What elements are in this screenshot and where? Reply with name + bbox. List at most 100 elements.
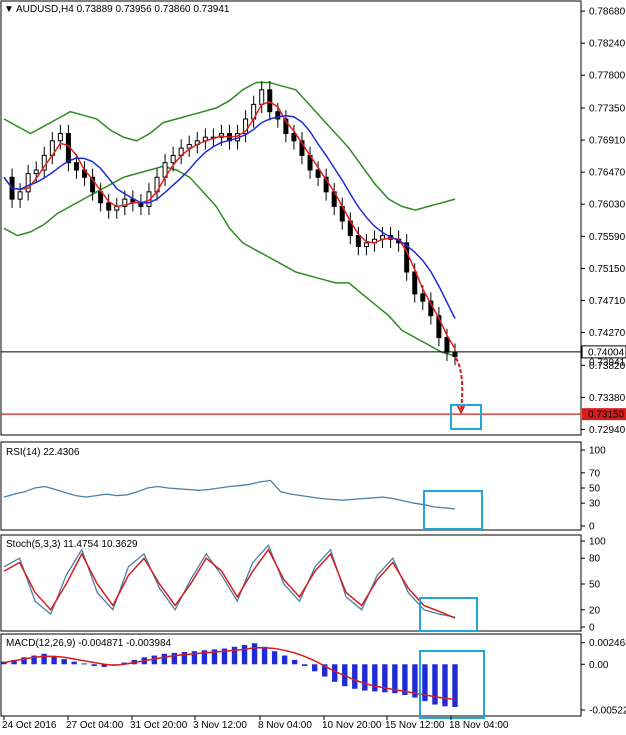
candle-body <box>25 173 31 193</box>
macd-bar <box>311 664 318 672</box>
macd-bar <box>61 659 67 665</box>
macd-chart: 0.002463 0.00 -0.005221 <box>1 638 626 719</box>
candle-body <box>170 154 176 164</box>
candle-body <box>243 118 249 135</box>
macd-bar <box>412 664 418 698</box>
support-price-label: 0.73150 <box>588 410 625 421</box>
x-tick-label: 3 Nov 12:00 <box>193 720 247 731</box>
x-tick-label: 27 Oct 04:00 <box>66 720 124 731</box>
stoch-tick-label: 50 <box>589 580 601 591</box>
macd-highlight-box <box>419 650 485 719</box>
stoch-tick-label: 0 <box>589 623 595 634</box>
macd-bar <box>231 646 238 665</box>
macd-bar <box>51 656 57 665</box>
x-tick-label: 31 Oct 20:00 <box>130 720 188 731</box>
macd-bar <box>41 653 47 665</box>
macd-bar <box>21 657 27 665</box>
macd-bar <box>71 661 77 665</box>
candle-body <box>323 176 329 193</box>
macd-tick-label: 0.002463 <box>589 638 626 649</box>
macd-bar <box>211 649 218 665</box>
macd-bar <box>392 664 398 694</box>
price-tick-label: 0.74270 <box>589 328 626 339</box>
macd-title: MACD(12,26,9) -0.004871 -0.003984 <box>6 638 172 649</box>
candle-body <box>283 118 289 135</box>
candle-body <box>452 351 458 358</box>
macd-bar <box>291 659 298 665</box>
ema-slow-line <box>3 115 456 319</box>
macd-bar <box>31 655 37 665</box>
candle-body <box>267 89 273 113</box>
collapse-triangle-icon[interactable]: ▼ <box>4 4 14 15</box>
candle-body <box>299 140 305 156</box>
macd-bar <box>191 651 198 665</box>
rsi-highlight-box <box>423 490 483 530</box>
x-tick-label: 8 Nov 04:00 <box>258 720 312 731</box>
candle-body <box>122 198 128 207</box>
candle-body <box>291 133 297 142</box>
stoch-tick-label: 100 <box>589 537 606 548</box>
macd-bar <box>281 655 288 665</box>
axes-labels: 24 Oct 2016 27 Oct 04:00 31 Oct 20:00 3 Nov… <box>2 716 509 731</box>
rsi-tick-label: 100 <box>589 446 606 457</box>
last-price-label: 0.73941 <box>589 357 626 368</box>
price-tick-label: 0.76910 <box>589 136 626 147</box>
price-tick-label: 0.74710 <box>589 296 626 307</box>
candle-body <box>259 89 265 105</box>
price-tick-label: 0.72940 <box>589 425 626 436</box>
price-tick-label: 0.78680 <box>589 7 626 18</box>
rsi-tick-label: 70 <box>589 468 601 479</box>
macd-bar <box>352 664 358 689</box>
candle-body <box>315 169 321 178</box>
price-tick-label: 0.76030 <box>589 200 626 211</box>
macd-signal-line <box>3 646 456 700</box>
macd-bar <box>101 664 107 667</box>
macd-bar <box>221 648 228 665</box>
macd-bar <box>151 655 158 665</box>
macd-bar <box>91 664 97 667</box>
arrow-down-icon <box>456 403 466 415</box>
macd-bar <box>81 663 87 665</box>
rsi-chart: 100 70 50 30 0 <box>3 446 606 533</box>
macd-bar <box>432 664 438 705</box>
macd-bar <box>161 653 168 665</box>
macd-bar <box>442 664 448 707</box>
candle-body <box>355 235 361 248</box>
price-highlight-box <box>450 404 482 430</box>
candle-body <box>436 315 442 339</box>
candle-body <box>275 111 281 120</box>
macd-bar <box>251 643 258 665</box>
price-tick-label: 0.75590 <box>589 232 626 243</box>
main-title: AUDUSD,H4 0.73889 0.73956 0.73860 0.7394… <box>16 4 230 15</box>
macd-tick-label: 0.00 <box>589 660 609 671</box>
price-chart: 0.78680 0.78240 0.77800 0.77350 0.76910 0.764… <box>1 7 626 436</box>
candle-body <box>33 169 39 175</box>
candle-body <box>420 293 426 302</box>
price-tick-label: 0.75150 <box>589 264 626 275</box>
macd-bar <box>241 645 248 665</box>
macd-panel <box>0 633 582 717</box>
macd-bar <box>121 662 127 665</box>
stoch-tick-label: 80 <box>589 554 601 565</box>
macd-bar <box>171 652 178 665</box>
macd-bar <box>271 651 278 665</box>
stoch-main-line <box>3 544 456 618</box>
stoch-highlight-box <box>419 597 478 632</box>
forecast-arrow-path <box>455 357 464 411</box>
macd-bar <box>422 664 428 702</box>
candle-body <box>363 242 369 248</box>
ema-fast-line <box>3 101 456 350</box>
macd-bar <box>322 664 328 677</box>
price-tick-label: 0.78240 <box>589 39 626 50</box>
macd-tick-label: -0.005221 <box>589 705 626 716</box>
candle-body <box>17 191 23 200</box>
candle-body <box>186 143 192 149</box>
macd-bar <box>11 659 17 665</box>
candle-body <box>90 176 96 193</box>
rsi-tick-label: 0 <box>589 522 595 533</box>
support-price-tag <box>582 408 626 421</box>
candle-body <box>106 202 112 211</box>
macd-bar <box>452 664 458 707</box>
price-panel <box>0 0 582 436</box>
